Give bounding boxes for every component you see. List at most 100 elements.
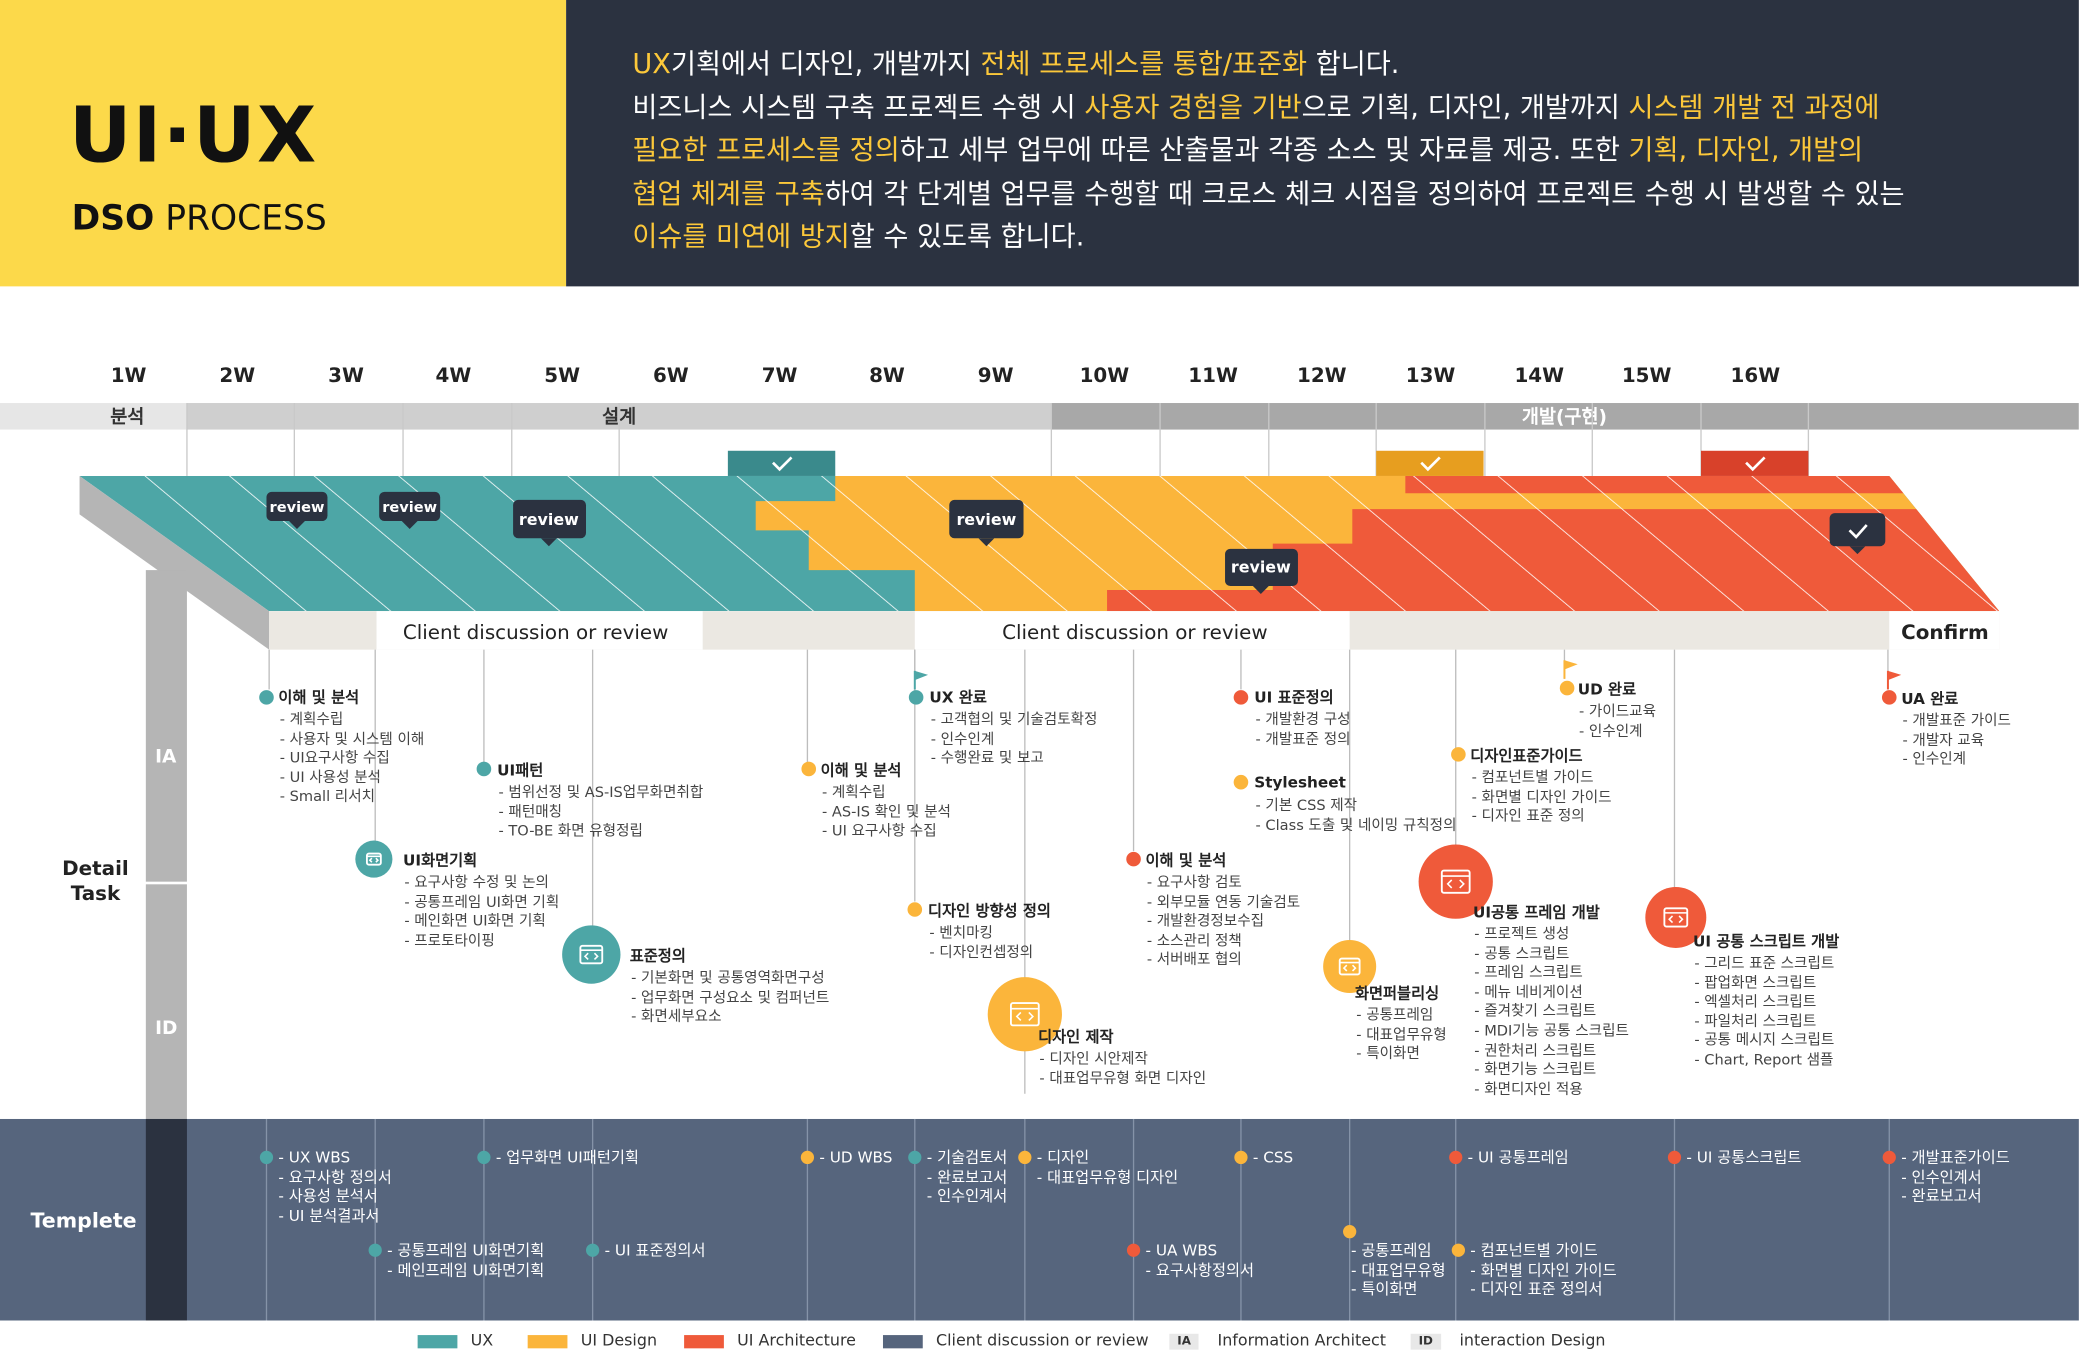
- template-item: - 컴포넌트별 가이드 - 화면별 디자인 가이드 - 디자인 표준 정의서: [1470, 1241, 1616, 1299]
- task-marker-dot: [907, 902, 923, 917]
- final-check-icon: [1829, 513, 1886, 555]
- svg-text:review: review: [956, 510, 1016, 529]
- ia-side-bar: [145, 570, 187, 882]
- week-label: 13W: [1406, 364, 1456, 387]
- template-line: - 대표업무유형 디자인: [1036, 1167, 1179, 1187]
- task-detail-line: - 그리드 표준 스크립트: [1694, 954, 1835, 972]
- week-axis: 1W 2W 3W 4W 5W 6W 7W 8W 9W 10W 11W 12W 13W 14W 15W 16W: [111, 364, 1781, 387]
- review-bubble-1: review: [266, 491, 328, 529]
- header-title-panel: [0, 0, 567, 287]
- task-detail-line: - 서버배포 협의: [1146, 951, 1242, 969]
- intro-line: 필요한 프로세스를 정의하고 세부 업무에 따른 산출물과 각종 소스 및 자료…: [632, 129, 2037, 172]
- task-marker-dot: [1451, 747, 1466, 762]
- template-line: - 완료보고서: [926, 1167, 1008, 1187]
- week-label: 2W: [219, 364, 255, 387]
- task-detail-line: - UI요구사항 수집: [279, 749, 390, 767]
- task-detail-line: - MDI기능 공통 스크립트: [1474, 1022, 1629, 1040]
- template-line: - CSS: [1252, 1148, 1294, 1167]
- week-label: 9W: [978, 364, 1014, 387]
- template-marker-dot: [1126, 1243, 1141, 1257]
- week-label: 16W: [1731, 364, 1781, 387]
- legend-ux: UX: [417, 1331, 493, 1350]
- task-detail-line: - 프로토타이핑: [404, 931, 495, 949]
- task-detail-line: - 개발환경 구성: [1255, 710, 1351, 728]
- template-marker-dot: [1234, 1150, 1248, 1165]
- phase-label-dev: 개발(구현): [1522, 407, 1607, 428]
- task-detail-line: - 공통 스크립트: [1474, 944, 1570, 962]
- code-window-icon: [355, 840, 393, 878]
- intro-text-segment: 할 수 있도록 합니다.: [849, 220, 1085, 252]
- task-details: - 기본 CSS 제작 - Class 도출 및 네이밍 규칙정의: [1256, 797, 1457, 836]
- week-label: 15W: [1622, 364, 1672, 387]
- task-detail-line: - 화면별 디자인 가이드: [1471, 788, 1612, 806]
- intro-text-segment: 기획에서 디자인, 개발까지: [670, 47, 981, 80]
- task-title: 디자인 제작: [1038, 1027, 1114, 1047]
- template-marker-dot: [1343, 1225, 1357, 1239]
- legend-ia: IA Information Architect: [1169, 1331, 1386, 1350]
- task-detail-line: - 엑셀처리 스크립트: [1694, 993, 1817, 1011]
- task-detail-line: - 가이드교육: [1579, 702, 1657, 720]
- task-detail-line: - 사용자 및 시스템 이해: [279, 729, 425, 748]
- svg-text:review: review: [270, 499, 325, 516]
- task-title: 표준정의: [629, 946, 686, 966]
- task-details: - 고객협의 및 기술검토확정 - 인수인계 - 수행완료 및 보고: [931, 711, 1098, 769]
- milestone-ui-design-check-icon: [1376, 450, 1484, 476]
- template-line: - 공통프레임 UI화면기획: [387, 1240, 545, 1260]
- task-detail-line: - 기본화면 및 공통영역화면구성: [631, 969, 825, 987]
- phase-label-analysis: 분석: [110, 407, 144, 428]
- template-line: - 화면별 디자인 가이드: [1470, 1260, 1617, 1279]
- code-window-icon: [1645, 886, 1707, 948]
- task-details: - 가이드교육 - 인수인계: [1579, 703, 1656, 742]
- task-detail-line: - 공통프레임: [1356, 1006, 1434, 1024]
- intro-text-segment: 하여 각 단계별 업무를 수행할 때 크로스 체크 시점을 정의하여 프로젝트 …: [824, 176, 1905, 209]
- task-detail-line: - 메인화면 UI화면 기획: [404, 912, 546, 930]
- task-detail-line: - 공통 메시지 스크립트: [1694, 1031, 1835, 1050]
- week-label: 1W: [111, 364, 147, 387]
- task-title: UA 완료: [1901, 689, 1959, 708]
- task-details: - 디자인 시안제작 - 대표업무유형 화면 디자인: [1039, 1050, 1206, 1089]
- template-line: - 대표업무유형: [1350, 1260, 1446, 1279]
- task-detail-line: - 즐겨찾기 스크립트: [1474, 1002, 1597, 1021]
- intro-line: 비즈니스 시스템 구축 프로젝트 수행 시 사용자 경험을 기반으로 기획, 디…: [632, 86, 2037, 129]
- template-line: - UI 공통스크립트: [1686, 1148, 1802, 1167]
- task-detail-line: - 소스관리 정책: [1146, 931, 1242, 949]
- template-marker-dot: [259, 1150, 274, 1165]
- task-title: UD 완료: [1577, 680, 1637, 699]
- week-label: 8W: [869, 364, 905, 387]
- task-title: 이해 및 분석: [820, 761, 902, 780]
- review-bubble-4: review: [949, 499, 1024, 547]
- band-side: [79, 475, 270, 650]
- template-marker-dot: [1667, 1150, 1682, 1165]
- template-item: - UI 공통스크립트: [1686, 1148, 1801, 1167]
- task-detail-line: - UI 요구사항 수집: [821, 822, 937, 840]
- review-bubble-5: review: [1225, 548, 1298, 594]
- task-details: - 개발환경 구성 - 개발표준 정의: [1256, 711, 1351, 750]
- template-item: - 공통프레임 UI화면기획 - 메인프레임 UI화면기획: [387, 1241, 544, 1280]
- task-details: - 계획수립 - 사용자 및 시스템 이해 - UI요구사항 수집 - UI 사용성 …: [280, 711, 425, 808]
- id-side-bar: [145, 884, 187, 1119]
- task-details: - 범위선정 및 AS-IS업무화면취합 - 패턴매칭 - TO-BE 화면 유형정…: [499, 784, 704, 842]
- task-marker-dot: [1233, 774, 1249, 790]
- template-line: - 개발표준가이드: [1901, 1148, 2010, 1167]
- discussion-label-1: Client discussion or review: [403, 621, 669, 644]
- week-label: 12W: [1297, 364, 1347, 387]
- id-label: ID: [155, 1018, 178, 1040]
- svg-text:review: review: [382, 499, 437, 516]
- template-marker-dot: [1018, 1150, 1032, 1165]
- task-detail-line: - 권한처리 스크립트: [1474, 1041, 1597, 1059]
- task-marker-dot: [801, 761, 817, 777]
- task-detail-line: - 개발환경정보수집: [1146, 912, 1265, 930]
- task-title: 디자인표준가이드: [1470, 746, 1583, 765]
- template-line: - UI 분석결과서: [278, 1206, 380, 1225]
- intro-highlight: 전체 프로세스를 통합/표준화: [980, 47, 1308, 80]
- task-detail-line: - 요구사항 수정 및 논의: [404, 873, 549, 891]
- intro-highlight: 기획, 디자인, 개발의: [1628, 133, 1864, 166]
- task-marker-dot: [1881, 690, 1897, 705]
- template-line: - 요구사항정의서: [1145, 1260, 1255, 1279]
- task-title: 이해 및 분석: [1145, 851, 1227, 870]
- task-detail-line: - 컴포넌트별 가이드: [1471, 768, 1594, 787]
- template-line: - UI 표준정의서: [604, 1240, 706, 1260]
- intro-text-segment: 비즈니스 시스템 구축 프로젝트 수행 시: [632, 90, 1085, 123]
- task-detail-line: - 기본 CSS 제작: [1255, 796, 1358, 815]
- task-title: UI공통 프레임 개발: [1472, 902, 1600, 922]
